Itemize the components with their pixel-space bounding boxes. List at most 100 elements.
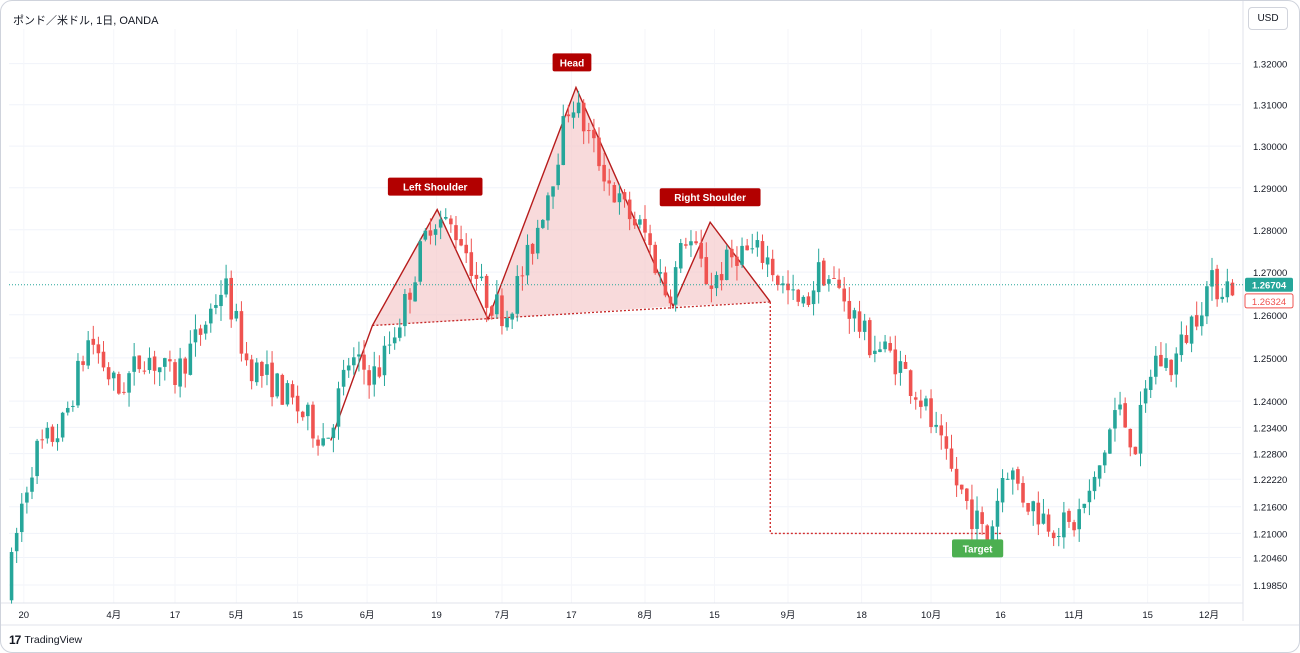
tradingview-logo[interactable]: 17 TradingView (9, 633, 82, 647)
candle-body (9, 552, 14, 601)
x-tick-label: 15 (709, 610, 720, 621)
candle-body (1184, 335, 1189, 343)
candle-body (1200, 315, 1204, 327)
y-tick-label: 1.19850 (1253, 581, 1287, 592)
candle-body (1072, 522, 1076, 531)
x-tick-label: 20 (19, 610, 30, 621)
x-tick-label: 11月 (1064, 610, 1083, 621)
x-tick-label: 6月 (360, 610, 375, 621)
candle-body (576, 102, 581, 114)
candle-body (663, 272, 668, 296)
candle-body (571, 112, 576, 118)
candle-body (1077, 509, 1081, 530)
candle-body (913, 397, 918, 400)
currency-button[interactable]: USD (1248, 7, 1288, 30)
pattern-outline (330, 85, 771, 441)
y-tick-label: 1.20460 (1253, 554, 1287, 565)
candle-body (873, 350, 877, 355)
candle-body (801, 296, 806, 304)
y-tick-label: 1.21000 (1253, 529, 1287, 540)
candle-body (990, 526, 995, 546)
x-tick-label: 5月 (229, 610, 244, 621)
target-projection (769, 301, 1002, 535)
candle-body (423, 230, 428, 240)
candle-body (796, 289, 801, 302)
candle-body (55, 438, 60, 443)
candle-body (377, 367, 382, 377)
candle-body (173, 362, 177, 385)
target-label-badge (952, 539, 1004, 558)
candle-body (464, 244, 468, 254)
y-tick-label: 1.31000 (1253, 101, 1287, 112)
candle-body (786, 283, 790, 291)
candle-body (1087, 490, 1092, 503)
candle-body (1154, 355, 1158, 377)
y-tick-label: 1.21600 (1253, 503, 1287, 514)
candle-body (1062, 512, 1066, 538)
candle-body (382, 345, 387, 376)
candle-body (1036, 502, 1041, 525)
candle-body (816, 262, 821, 293)
candle-body (428, 230, 433, 236)
candle-body (1021, 482, 1025, 503)
candle-body (1000, 478, 1005, 503)
candle-body (541, 219, 545, 228)
left-shoulder-label-badge (387, 177, 483, 196)
left-shoulder-label: Left Shoulder (403, 183, 468, 194)
candle-body (1205, 286, 1209, 317)
candle-body (265, 364, 269, 375)
x-tick-label: 15 (1142, 610, 1153, 621)
candle-body (1113, 410, 1117, 429)
y-tick-label: 1.22800 (1253, 450, 1287, 461)
candle-body (443, 216, 448, 219)
head-area (488, 87, 674, 320)
candle-body (944, 436, 949, 449)
candle-body (352, 357, 356, 366)
candle-body (270, 362, 274, 398)
candle-body (883, 341, 887, 350)
candle-body (418, 241, 423, 282)
candle-body (561, 116, 566, 166)
candle-body (592, 129, 596, 139)
candle-body (587, 130, 591, 132)
candle-body (622, 192, 627, 200)
candle-body (985, 525, 990, 546)
candle-body (908, 370, 913, 397)
candle-body (244, 353, 249, 361)
head-label: Head (560, 58, 584, 69)
candle-body (280, 374, 285, 405)
candle-body (735, 256, 739, 266)
candle-body (965, 488, 969, 501)
candle-body (96, 344, 101, 354)
candle-body (260, 361, 264, 377)
candle-body (1210, 270, 1214, 287)
candle-body (142, 370, 147, 372)
candle-body (1046, 514, 1051, 532)
candle-body (331, 427, 336, 439)
candle-body (832, 278, 836, 280)
y-tick-label: 1.26000 (1253, 311, 1287, 322)
x-tick-label: 9月 (781, 610, 796, 621)
x-tick-label: 17 (566, 610, 577, 621)
candle-body (203, 324, 208, 334)
candle-body (367, 370, 371, 386)
tradingview-logo-text: TradingView (24, 634, 83, 646)
target-label: Target (963, 544, 993, 555)
current-price-badge (1245, 277, 1293, 292)
candle-body (632, 219, 637, 226)
candle-body (454, 225, 458, 241)
candle-body (60, 412, 65, 438)
candle-body (673, 267, 678, 305)
candle-body (30, 477, 34, 492)
candle-body (1108, 429, 1112, 454)
x-tick-label: 18 (856, 610, 867, 621)
candle-body (326, 437, 331, 439)
candle-body (254, 362, 259, 383)
candle-body (316, 439, 320, 446)
candle-body (91, 338, 96, 345)
candle-body (719, 274, 724, 281)
candle-body (178, 358, 182, 387)
candle-body (188, 343, 193, 375)
candle-body (1230, 282, 1235, 296)
